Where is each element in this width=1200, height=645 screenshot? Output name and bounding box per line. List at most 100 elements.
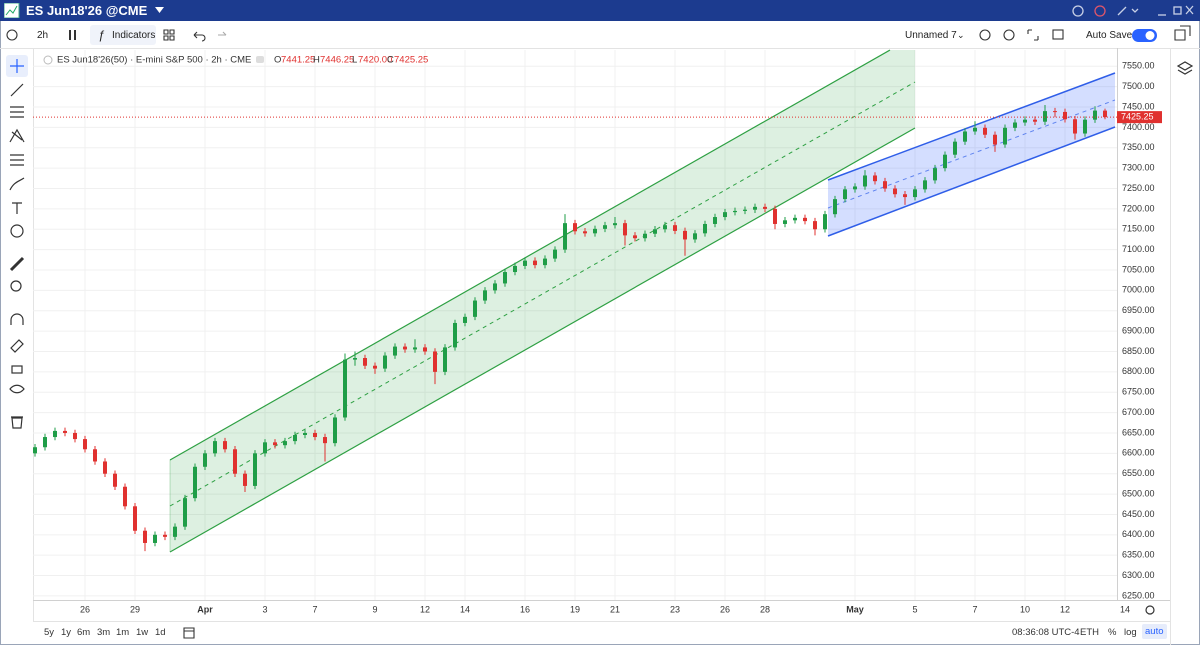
visibility-tool[interactable] [9,384,25,394]
y-tick-label: 6750.00 [1122,387,1155,397]
candle-body [1033,119,1037,122]
maximize[interactable] [1173,6,1182,15]
candle-body [53,430,57,438]
session-button[interactable]: ETH [1080,627,1099,638]
redo[interactable] [218,31,227,36]
emoji-tool[interactable] [10,224,24,238]
range-button[interactable]: 1y [61,627,72,638]
fib-tool[interactable] [10,106,24,118]
ohlc-value: 7420.00 [358,55,392,66]
templates[interactable] [163,29,175,41]
top-toolbar-icons [6,25,1191,639]
crosshair-tool[interactable] [10,59,24,73]
range-button[interactable]: 1d [155,627,166,638]
x-tick-label: 10 [1020,604,1030,614]
trendline-tool[interactable] [10,83,24,97]
goto-date[interactable] [183,627,195,639]
alert[interactable] [979,29,991,41]
measure-tool[interactable] [9,256,25,272]
text-tool[interactable] [12,202,22,214]
x-tick-label: 7 [312,604,317,614]
candle-body [73,432,77,440]
menu-icon[interactable] [1131,8,1139,13]
candle-body [683,230,687,240]
range-button[interactable]: 1w [136,627,149,638]
y-tick-label: 7000.00 [1122,285,1155,295]
title-dropdown[interactable] [155,7,164,14]
layout-name[interactable]: Unnamed 7 [905,30,957,41]
candle-body [423,347,427,352]
candle-body [433,351,437,372]
parallel-channel[interactable] [170,50,915,552]
fullscreen[interactable] [1027,29,1039,41]
candle-body [803,217,807,222]
log-button[interactable]: log [1124,627,1137,638]
range-button[interactable]: 6m [77,627,91,638]
candle-body [1003,127,1007,145]
candle-body [763,206,767,209]
ohlc-value: 7441.25 [281,55,315,66]
undo[interactable] [193,31,206,42]
delete-tool[interactable] [11,416,23,429]
percent-button[interactable]: % [1108,627,1117,638]
layout-button[interactable] [1174,25,1191,41]
add-symbol[interactable] [6,29,18,41]
interval-button[interactable]: 2h [37,30,49,41]
candle-body [473,300,477,317]
link-icon[interactable] [1072,5,1084,17]
candle-body [1093,110,1097,120]
candle-body [603,225,607,229]
candle-body [383,355,387,369]
toggle-knob [1145,31,1155,40]
indicators-button[interactable]: Indicators [112,30,156,41]
candle-body [503,272,507,284]
candle-body [913,189,917,198]
drawing-toolbar [6,55,1194,615]
pin-icon[interactable] [1117,6,1127,16]
channel-line [169,49,891,461]
candle-body [813,221,817,230]
candle-body [163,534,167,537]
candle-body [743,209,747,211]
candle-body [1073,119,1077,134]
lock-tool[interactable] [11,365,23,374]
chart-type[interactable] [69,30,76,40]
layers-button[interactable] [1176,61,1194,75]
candle-body [993,134,997,145]
brush-tool[interactable] [9,177,25,191]
candle-body [463,316,467,323]
ohlc-label: C [387,55,394,66]
magnet-tool[interactable] [10,313,24,325]
layout-caret[interactable]: ⌄ [957,30,965,40]
settings[interactable] [1003,29,1015,41]
sync-icon[interactable] [1094,5,1106,17]
x-tick-label: 23 [670,604,680,614]
range-button[interactable]: 1m [116,627,130,638]
candle-body [283,441,287,446]
y-tick-label: 6550.00 [1122,468,1155,478]
candle-body [93,449,97,462]
candle-body [343,359,347,418]
range-button[interactable]: 5y [44,627,55,638]
legend-menu[interactable] [256,56,264,63]
x-tick-label: 21 [610,604,620,614]
forecast-tool[interactable] [10,154,24,166]
candle-body [623,223,627,236]
close[interactable] [1185,5,1194,15]
candle-body [663,225,667,230]
pattern-tool[interactable] [9,128,25,143]
axis-settings[interactable] [1145,605,1155,615]
last-price-label: 7425.25 [1121,111,1154,121]
lock-draw-tool[interactable] [10,339,24,353]
y-tick-label: 6450.00 [1122,509,1155,519]
candle-body [1083,119,1087,134]
zoom-tool[interactable] [10,280,22,292]
candle-body [873,175,877,182]
auto-button[interactable]: auto [1142,624,1167,639]
snapshot[interactable] [1052,29,1064,40]
range-button[interactable]: 3m [97,627,111,638]
symbol-icon [43,55,53,65]
channel-line [827,126,1116,237]
candle-body [1063,111,1067,120]
